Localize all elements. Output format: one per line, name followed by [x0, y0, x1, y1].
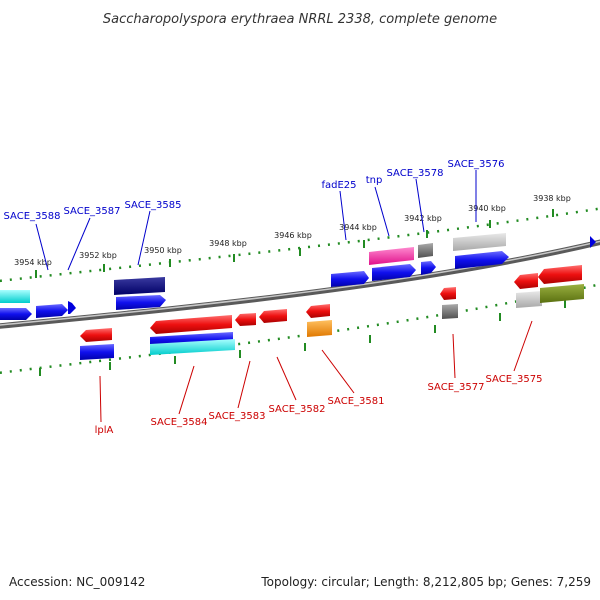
tick-label: 3948 kbp	[209, 239, 247, 248]
gene-box[interactable]	[418, 243, 433, 258]
leader-line	[178, 365, 195, 415]
gene-box[interactable]	[369, 247, 414, 265]
gene-box[interactable]	[540, 284, 584, 303]
tick-label: 3954 kbp	[14, 258, 52, 267]
gene-label[interactable]: SACE_3585	[125, 200, 182, 211]
forward-features	[0, 233, 596, 320]
gene-box[interactable]	[442, 304, 458, 319]
tick-label: 3946 kbp	[274, 231, 312, 240]
gene-label[interactable]: SACE_3582	[269, 404, 326, 415]
gene-label[interactable]: SACE_3587	[64, 206, 121, 217]
gene-label[interactable]: tnp	[366, 175, 383, 186]
leader-line	[452, 333, 456, 379]
reverse-gene-labels: lplA SACE_3584 SACE_3583 SACE_3582 SACE_…	[95, 320, 543, 436]
gene-label[interactable]: SACE_3581	[328, 396, 385, 407]
leader-line	[67, 217, 91, 271]
gene-arrow[interactable]	[259, 309, 287, 323]
tick-track-top	[0, 207, 600, 283]
leader-line	[99, 375, 102, 423]
leader-line	[35, 223, 49, 271]
tick-label: 3938 kbp	[533, 194, 571, 203]
gene-arrow[interactable]	[116, 295, 166, 310]
gene-arrow[interactable]	[440, 287, 456, 300]
accession-label: Accession: NC_009142	[9, 575, 145, 589]
leader-line	[513, 320, 533, 372]
tick-track-bottom	[0, 282, 600, 376]
gene-box[interactable]	[453, 233, 506, 251]
gene-box[interactable]	[114, 277, 165, 295]
gene-arrow[interactable]	[421, 261, 436, 275]
gene-arrow[interactable]	[68, 301, 76, 314]
gene-arrow[interactable]	[36, 304, 68, 318]
forward-gene-labels: SACE_3588 SACE_3587 SACE_3585 fadE25 tnp…	[4, 159, 505, 271]
leader-line	[137, 210, 151, 266]
leader-line	[321, 349, 355, 394]
genome-backbone	[0, 239, 600, 329]
tick-label: 3942 kbp	[404, 214, 442, 223]
gene-box[interactable]	[150, 339, 235, 355]
gene-label[interactable]: SACE_3584	[151, 417, 208, 428]
gene-box[interactable]	[307, 320, 332, 337]
gene-label[interactable]: SACE_3583	[209, 411, 266, 422]
gene-arrow[interactable]	[372, 264, 416, 281]
leader-line	[339, 190, 347, 241]
gene-label[interactable]: SACE_3588	[4, 211, 61, 222]
gene-box[interactable]	[516, 291, 542, 308]
gene-label[interactable]: SACE_3575	[486, 374, 543, 385]
gene-arrow[interactable]	[150, 315, 232, 334]
leader-line	[276, 356, 297, 401]
gene-arrow[interactable]	[306, 304, 330, 318]
tick-label: 3940 kbp	[468, 204, 506, 213]
leader-line	[415, 178, 425, 233]
gene-arrow[interactable]	[80, 328, 112, 342]
gene-arrow[interactable]	[331, 271, 369, 287]
gene-label[interactable]: SACE_3576	[448, 159, 505, 170]
leader-line	[237, 360, 251, 409]
gene-label[interactable]: SACE_3577	[428, 382, 485, 393]
gene-box[interactable]	[80, 344, 114, 360]
tick-label: 3944 kbp	[339, 223, 377, 232]
genome-backbone-highlight	[0, 240, 600, 326]
reverse-features	[80, 265, 584, 360]
tick-label: 3952 kbp	[79, 251, 117, 260]
gene-arrow[interactable]	[538, 265, 582, 284]
gene-label[interactable]: SACE_3578	[387, 168, 444, 179]
tick-labels: 3954 kbp 3952 kbp 3950 kbp 3948 kbp 3946…	[14, 194, 571, 267]
genome-summary: Topology: circular; Length: 8,212,805 bp…	[260, 575, 591, 589]
gene-arrow[interactable]	[590, 236, 596, 248]
gene-arrow[interactable]	[0, 308, 32, 320]
tick-label: 3950 kbp	[144, 246, 182, 255]
gene-arrow[interactable]	[455, 251, 509, 269]
gene-label[interactable]: lplA	[95, 425, 114, 436]
map-title: Saccharopolyspora erythraea NRRL 2338, c…	[103, 12, 497, 27]
gene-arrow[interactable]	[514, 273, 538, 289]
gene-arrow[interactable]	[0, 290, 30, 303]
leader-line	[374, 186, 390, 237]
gene-arrow[interactable]	[235, 313, 256, 326]
gene-label[interactable]: fadE25	[321, 180, 356, 191]
